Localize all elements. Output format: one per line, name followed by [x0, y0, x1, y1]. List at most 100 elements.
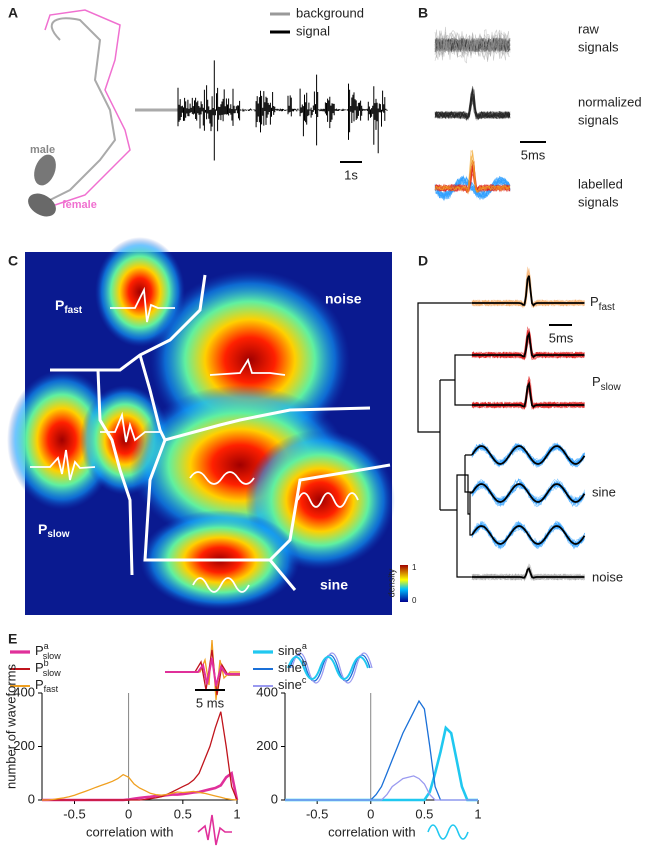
- y-axis-title: number of waveforms: [3, 664, 18, 789]
- signal-trace: [135, 60, 388, 161]
- legend-label: sinea: [278, 641, 307, 658]
- waveform: [434, 97, 511, 120]
- x-tick-label: 1: [233, 806, 240, 821]
- mean-waveform: [472, 381, 585, 409]
- waveform: [434, 98, 511, 120]
- legend-label: Pfast: [35, 677, 59, 694]
- series-line: [285, 775, 478, 801]
- y-tick-label: 0: [28, 791, 35, 806]
- series-line: [285, 699, 478, 801]
- waveform: [434, 92, 511, 120]
- y-tick-label: 400: [13, 684, 35, 699]
- mean-waveform: [472, 567, 585, 579]
- cluster-boundaries: [50, 274, 391, 591]
- y-tick-label: 200: [256, 738, 278, 753]
- label: normalized: [578, 94, 642, 109]
- y-tick-label: 400: [256, 684, 278, 699]
- waveform: [434, 34, 511, 57]
- waveform: [434, 88, 511, 120]
- label-sub: fast: [64, 305, 82, 316]
- waveform: [434, 150, 511, 194]
- panel-label: E: [8, 631, 17, 647]
- dendrogram: [417, 302, 472, 578]
- legend-name: P: [35, 660, 44, 675]
- label: labelled: [578, 176, 623, 191]
- mean-waveform: [472, 331, 585, 359]
- scale-label: 5ms: [521, 147, 546, 162]
- label-sub: fast: [599, 302, 615, 313]
- x-tick-label: -0.5: [306, 806, 328, 821]
- legend-name: sine: [278, 643, 302, 658]
- colorbar-tick: 0: [412, 596, 417, 605]
- waveform: [471, 329, 585, 361]
- legend-label: Pb slow: [35, 658, 61, 678]
- scale-label: 1s: [344, 167, 358, 182]
- waveform: [434, 102, 511, 120]
- label-main: P: [590, 294, 599, 309]
- inset-waveforms: [165, 639, 469, 846]
- legend-subscript: slow: [43, 668, 62, 678]
- series-line: [42, 711, 238, 801]
- label: raw: [578, 21, 600, 36]
- label-female: female: [62, 199, 97, 211]
- x-tick-label: 0.5: [415, 806, 433, 821]
- waveform: [434, 87, 511, 120]
- legend-subscript: fast: [44, 684, 59, 694]
- waveform: [471, 269, 585, 307]
- label: signals: [578, 39, 619, 54]
- y-tick-label: 200: [13, 738, 35, 753]
- legend-superscript: c: [302, 675, 307, 685]
- waveform-bundles: [434, 26, 511, 202]
- legend-label: background: [296, 5, 364, 20]
- cluster-label: sine: [320, 577, 348, 593]
- legend-label: sinec: [278, 675, 307, 692]
- waveform: [434, 94, 511, 120]
- cluster-label: Pslow: [38, 521, 70, 540]
- legend-superscript: b: [44, 658, 49, 668]
- legend-name: sine: [278, 677, 302, 692]
- mean-waveform: [471, 483, 586, 503]
- legend-superscript: a: [302, 641, 307, 651]
- legend-subscript: slow: [43, 651, 62, 661]
- waveform: [434, 98, 511, 120]
- x-tick-label: -0.5: [63, 806, 85, 821]
- waveform: [434, 89, 511, 121]
- x-tick-label: 0.5: [174, 806, 192, 821]
- waveform: [434, 88, 511, 120]
- series-line: [285, 725, 478, 802]
- legend-superscript: b: [302, 658, 307, 668]
- cluster-waveforms: [30, 286, 359, 593]
- label-male: male: [30, 144, 55, 156]
- waveform: [434, 90, 511, 122]
- legend-label: sineb: [278, 658, 307, 675]
- label-main: P: [55, 297, 64, 313]
- waveform: [434, 34, 510, 58]
- x-axis-title: correlation with: [86, 824, 173, 839]
- legend-superscript: a: [44, 641, 49, 651]
- legend-name: P: [35, 677, 44, 692]
- legend-label: signal: [296, 23, 330, 38]
- waveform: [434, 96, 511, 120]
- x-tick-label: 0: [125, 806, 132, 821]
- signal-trace: [177, 60, 388, 161]
- waveform: [434, 98, 511, 120]
- waveform: [434, 92, 511, 121]
- waveform: [434, 96, 511, 121]
- waveform: [434, 159, 511, 193]
- cluster-label: Pslow: [592, 374, 621, 392]
- fly: [28, 193, 56, 217]
- mean-waveform: [472, 275, 585, 307]
- trajectory: [49, 17, 117, 201]
- waveform: [434, 93, 511, 119]
- waveform: [434, 88, 511, 122]
- legend-name: sine: [278, 660, 302, 675]
- fly: [34, 154, 56, 186]
- waveform: [434, 95, 511, 120]
- trajectory: [44, 9, 131, 206]
- label-sub: slow: [47, 529, 69, 540]
- series-line: [42, 773, 238, 801]
- x-tick-label: 0: [367, 806, 374, 821]
- panel-label: C: [8, 253, 18, 269]
- waveform: [434, 89, 511, 121]
